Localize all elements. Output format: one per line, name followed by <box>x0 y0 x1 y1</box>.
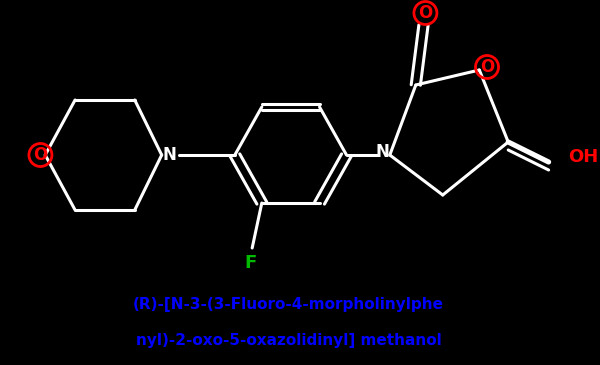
Text: nyl)-2-oxo-5-oxazolidinyl] methanol: nyl)-2-oxo-5-oxazolidinyl] methanol <box>136 333 442 347</box>
Text: O: O <box>418 4 433 22</box>
Text: F: F <box>244 254 256 272</box>
Text: N: N <box>375 143 389 161</box>
Text: O: O <box>34 146 47 164</box>
Text: N: N <box>163 146 176 164</box>
Text: OH: OH <box>568 148 598 166</box>
Text: (R)-[N-3-(3-Fluoro-4-morpholinylphe: (R)-[N-3-(3-Fluoro-4-morpholinylphe <box>133 297 444 312</box>
Text: O: O <box>480 58 494 76</box>
